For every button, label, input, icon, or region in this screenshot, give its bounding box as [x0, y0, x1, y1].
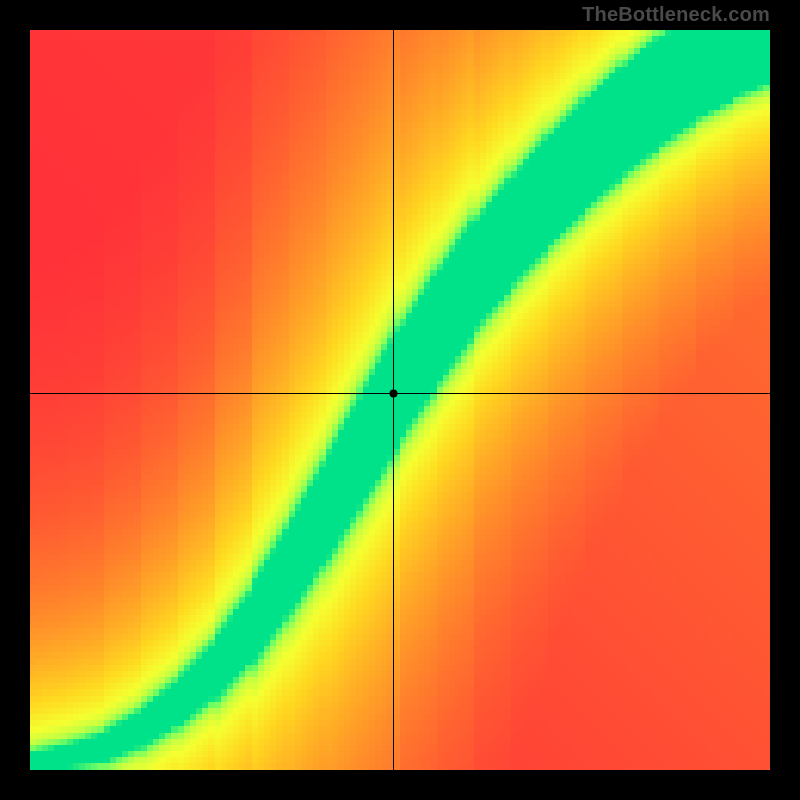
watermark-text: TheBottleneck.com: [582, 4, 770, 27]
bottleneck-heatmap: [30, 30, 770, 770]
chart-frame: TheBottleneck.com: [0, 0, 800, 800]
